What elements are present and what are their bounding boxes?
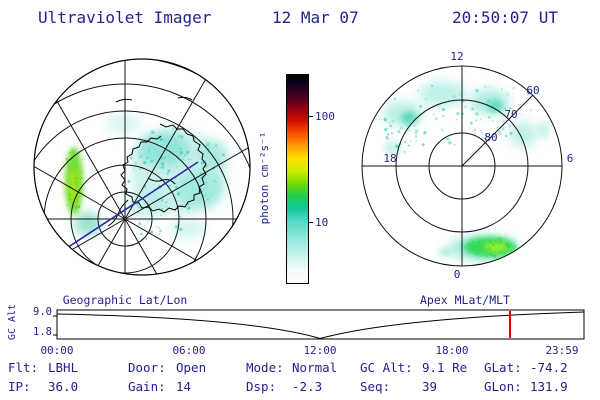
gc-alt-curve: [57, 312, 584, 339]
status-dsp: Dsp: -2.3: [246, 379, 322, 394]
status-glat: GLat: -74.2: [484, 360, 568, 375]
apex-plot: 12 18 6 0 60 70 80: [345, 42, 585, 282]
xtick-1200: 12:00: [300, 344, 340, 357]
mlat-80-label: 80: [484, 131, 497, 144]
colorbar-gradient: [286, 74, 309, 284]
xtick-2359: 23:59: [542, 344, 582, 357]
timeline-plot: [0, 304, 600, 348]
mlt-18-label: 18: [383, 152, 396, 165]
status-gcalt: GC Alt: 9.1 Re: [360, 360, 467, 375]
status-gain: Gain: 14: [128, 379, 191, 394]
mlt-0-label: 0: [454, 268, 461, 281]
status-glon: GLon: 131.9: [484, 379, 568, 394]
status-seq: Seq: 39: [360, 379, 437, 394]
status-flt: Flt: LBHL: [8, 360, 78, 375]
date-label: 12 Mar 07: [272, 8, 359, 27]
status-ip: IP: 36.0: [8, 379, 78, 394]
apex-emission: [383, 81, 550, 261]
time-ut-label: 20:50:07 UT: [452, 8, 558, 27]
uvi-display: Ultraviolet Imager 12 Mar 07 20:50:07 UT: [0, 0, 600, 400]
mlat-70-label: 70: [504, 108, 517, 121]
colorbar-tick-100-mark: [309, 116, 313, 117]
geo-emission: [65, 114, 229, 240]
xtick-0600: 06:00: [169, 344, 209, 357]
colorbar-tick-10: 10: [315, 216, 328, 229]
colorbar-tick-10-mark: [309, 222, 313, 223]
timeline-frame: [57, 310, 584, 339]
app-title: Ultraviolet Imager: [38, 8, 211, 27]
mlt-6-label: 6: [567, 152, 574, 165]
xtick-1800: 18:00: [432, 344, 472, 357]
status-mode: Mode: Normal: [246, 360, 337, 375]
xtick-0000: 00:00: [37, 344, 77, 357]
mlat-60-label: 60: [526, 84, 539, 97]
colorbar-tick-100: 100: [315, 110, 335, 123]
status-door: Door: Open: [128, 360, 206, 375]
colorbar-label: photon cm⁻²s⁻¹: [258, 108, 272, 248]
geographic-plot: [28, 54, 256, 282]
mlt-12-label: 12: [450, 50, 463, 63]
